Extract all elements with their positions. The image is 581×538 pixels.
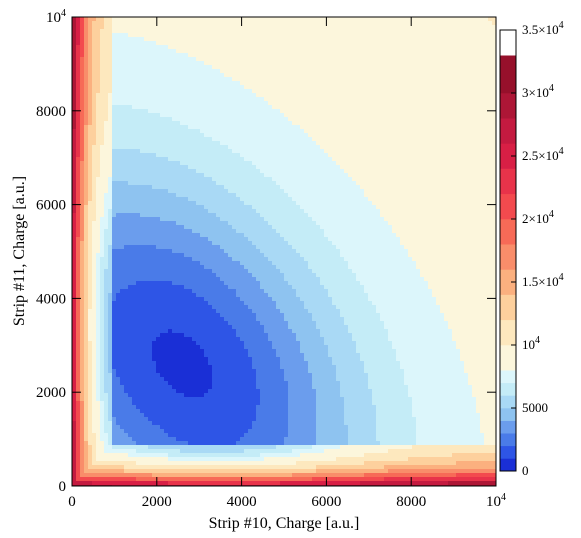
y-tick-label: 8000 [36, 104, 66, 120]
plot-frame [71, 16, 497, 487]
colorbar-tick-label: 1.5×104 [522, 272, 564, 289]
x-tick-label: 8000 [396, 494, 426, 510]
colorbar-band [500, 345, 516, 371]
colorbar-band [500, 30, 516, 56]
colorbar-band [500, 219, 516, 245]
y-tick-label: 4000 [36, 291, 66, 307]
colorbar-tick-label: 104 [522, 335, 540, 352]
y-axis: 0 2000 4000 6000 8000 104 [36, 8, 496, 495]
colorbar-tick-label: 5000 [522, 400, 548, 415]
y-tick-label: 6000 [36, 198, 66, 214]
x-tick-label: 104 [486, 492, 506, 510]
colorbar-band [500, 143, 516, 169]
colorbar-band [500, 93, 516, 119]
colorbar-band [500, 382, 516, 396]
colorbar-band [500, 244, 516, 270]
colorbar-tick-label: 2×104 [522, 209, 554, 226]
colorbar-tick-label: 3×104 [522, 83, 554, 100]
colorbar-band [500, 118, 516, 144]
colorbar-band [500, 408, 516, 421]
colorbar-band [500, 445, 516, 459]
y-tick-label: 104 [46, 8, 66, 26]
colorbar-band [500, 55, 516, 94]
colorbar-tick-label: 2.5×104 [522, 146, 564, 163]
y-axis-title: Strip #11, Charge [a.u.] [11, 176, 28, 326]
x-tick-label: 2000 [142, 494, 172, 510]
colorbar-band [500, 433, 516, 447]
colorbar: 0 5000 104 1.5×104 2×104 2.5×104 3×104 3.5×104 [499, 20, 564, 478]
colorbar-band [500, 395, 516, 409]
colorbar-band [500, 269, 516, 295]
x-axis-title: Strip #10, Charge [a.u.] [209, 515, 360, 532]
x-tick-label: 4000 [227, 494, 257, 510]
colorbar-band [500, 193, 516, 220]
colorbar-band [500, 370, 516, 384]
y-tick-label: 0 [59, 479, 67, 495]
colorbar-band [500, 319, 516, 346]
colorbar-frame [499, 29, 517, 472]
colorbar-band [500, 168, 516, 195]
colorbar-band [500, 420, 516, 434]
x-tick-label: 0 [68, 494, 76, 510]
plot-area: 0 2000 4000 6000 8000 104 0 2000 4000 6000 8000 10… [36, 8, 506, 510]
y-tick-label: 2000 [36, 385, 66, 401]
colorbar-band [500, 294, 516, 321]
colorbar-tick-label: 3.5×104 [522, 20, 564, 37]
contour-regions [72, 17, 496, 486]
colorbar-tick-label: 0 [522, 463, 529, 478]
x-tick-label: 6000 [311, 494, 341, 510]
colorbar-band [500, 458, 516, 472]
